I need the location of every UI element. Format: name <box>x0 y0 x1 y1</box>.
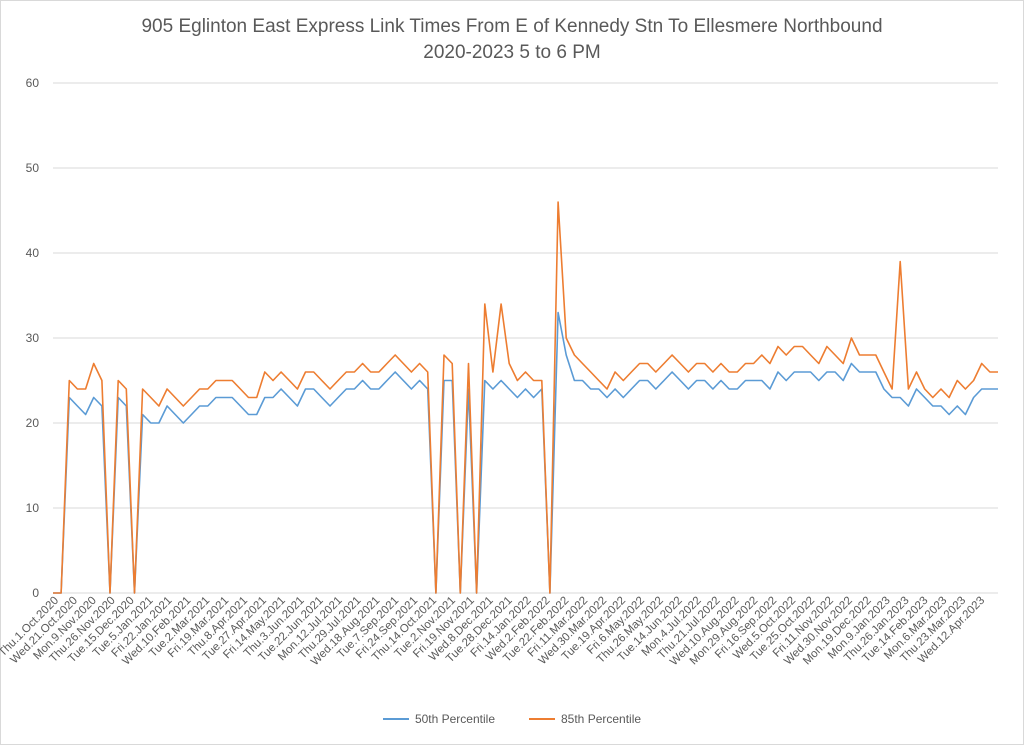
y-tick-label: 20 <box>26 416 40 430</box>
chart-title: 905 Eglinton East Express Link Times Fro… <box>141 16 883 37</box>
legend-item-85th: 85th Percentile <box>529 712 641 726</box>
gridlines <box>53 82 998 594</box>
y-tick-label: 60 <box>26 76 40 90</box>
series-lines <box>53 201 998 594</box>
legend-swatch-50th <box>382 718 409 720</box>
y-tick-label: 40 <box>26 246 40 260</box>
y-tick-label: 0 <box>32 586 39 600</box>
y-tick-label: 30 <box>26 331 40 345</box>
series-line-50th-percentile <box>53 311 998 594</box>
chart-subtitle: 2020-2023 5 to 6 PM <box>423 42 601 63</box>
legend-swatch-85th <box>529 718 555 720</box>
legend-label-50th: 50th Percentile <box>414 712 495 726</box>
y-axis-ticks: 0 10 20 30 40 50 60 <box>26 76 40 600</box>
y-tick-label: 10 <box>26 501 40 515</box>
legend-label-85th: 85th Percentile <box>561 712 642 726</box>
x-axis-ticks: Thu.1.Oct.2020Wed.21.Oct.2020Mon.9.Nov.2… <box>0 595 987 668</box>
legend-item-50th: 50th Percentile <box>382 712 495 726</box>
legend: 50th Percentile 85th Percentile <box>0 712 1024 726</box>
series-line-85th-percentile <box>53 201 998 594</box>
y-tick-label: 50 <box>26 161 40 175</box>
